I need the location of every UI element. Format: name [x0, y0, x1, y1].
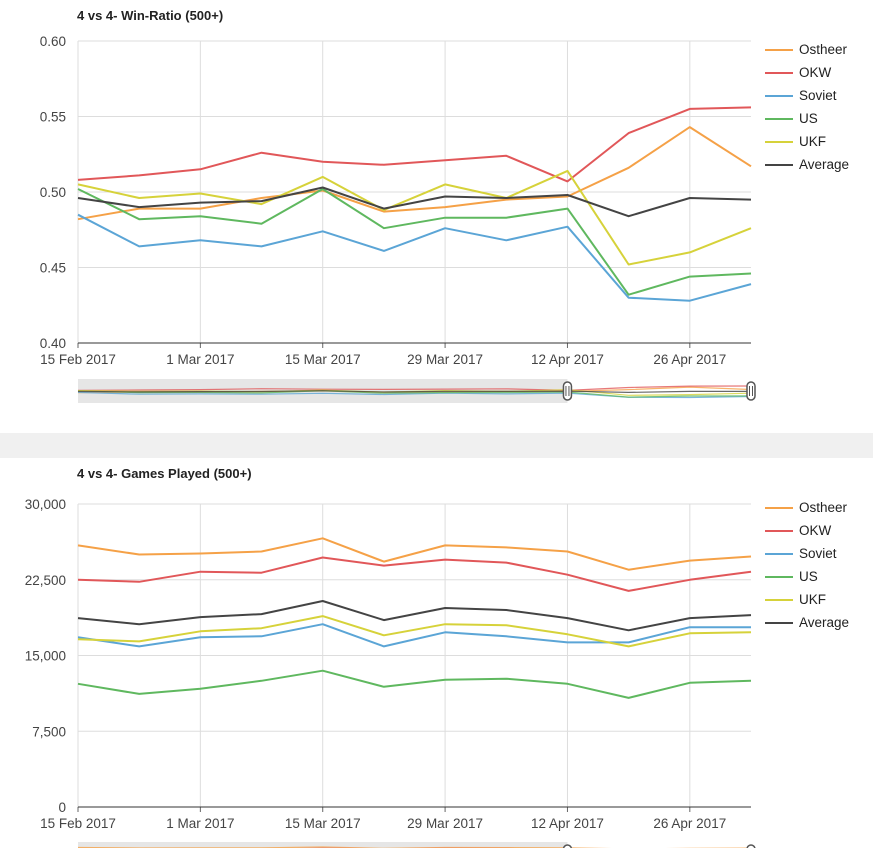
chart-title: 4 vs 4- Games Played (500+)	[77, 466, 252, 481]
series-line-soviet[interactable]	[77, 213, 752, 302]
legend-swatch	[765, 48, 793, 51]
legend-label: Ostheer	[799, 42, 848, 57]
legend-swatch	[765, 94, 793, 97]
legend-swatch	[765, 598, 793, 601]
range-handle[interactable]	[562, 381, 573, 401]
legend-item-average[interactable]: Average	[765, 153, 849, 176]
games-played-plot: 0 7,500 15,000 22,500 30,000 15 Feb 2017 1 Mar…	[25, 497, 756, 848]
games-played-chart-panel: 4 vs 4- Games Played (500+) 0 7,500 15,000…	[0, 458, 873, 848]
win-ratio-plot: 0.40 0.45 0.50 0.55 0.60 15 Feb 2017 1 Mar 201…	[40, 34, 756, 403]
x-tick-label: 15 Feb 2017	[40, 352, 116, 367]
legend-swatch	[765, 117, 793, 120]
win-ratio-legend: Ostheer OKW Soviet US UKF Average	[765, 38, 849, 176]
chart-title: 4 vs 4- Win-Ratio (500+)	[77, 8, 224, 23]
legend-label: UKF	[799, 592, 826, 607]
y-tick-label: 0.55	[40, 110, 66, 125]
legend-item-okw[interactable]: OKW	[765, 519, 849, 542]
legend-item-okw[interactable]: OKW	[765, 61, 849, 84]
range-handle[interactable]	[746, 844, 756, 848]
range-handle[interactable]	[746, 381, 756, 401]
range-handle[interactable]	[562, 844, 573, 848]
series-line-okw[interactable]	[77, 556, 752, 592]
x-tick-label: 12 Apr 2017	[531, 352, 604, 367]
legend-label: Soviet	[799, 88, 837, 103]
y-tick-label: 0.40	[40, 336, 66, 351]
navigator-series-average	[77, 390, 751, 394]
series-line-soviet[interactable]	[77, 623, 751, 648]
series-line-ostheer[interactable]	[77, 126, 752, 221]
series-line-us[interactable]	[77, 188, 752, 296]
y-tick-label: 0.45	[40, 261, 66, 276]
legend-label: US	[799, 569, 818, 584]
x-tick-label: 1 Mar 2017	[166, 352, 234, 367]
x-tick-label: 15 Mar 2017	[285, 816, 361, 831]
series-line-average[interactable]	[77, 600, 752, 632]
legend-swatch	[765, 506, 793, 509]
y-tick-label: 7,500	[32, 724, 66, 739]
legend-label: Average	[799, 157, 850, 172]
range-selection[interactable]	[567, 842, 751, 848]
legend-swatch	[765, 163, 793, 166]
win-ratio-chart-panel: 4 vs 4- Win-Ratio (500+) 0.40 0.45 0.50 0.5…	[0, 0, 873, 433]
x-tick-label: 26 Apr 2017	[653, 352, 726, 367]
games-played-legend: Ostheer OKW Soviet US UKF Average	[765, 496, 849, 634]
legend-label: OKW	[799, 65, 832, 80]
legend-label: Ostheer	[799, 500, 848, 515]
legend-swatch	[765, 140, 793, 143]
x-tick-label: 15 Mar 2017	[285, 352, 361, 367]
y-tick-label: 15,000	[25, 649, 66, 664]
legend-item-ukf[interactable]: UKF	[765, 130, 849, 153]
series-line-ostheer[interactable]	[77, 537, 752, 571]
y-tick-label: 30,000	[25, 497, 66, 512]
legend-item-ostheer[interactable]: Ostheer	[765, 496, 849, 519]
legend-label: US	[799, 111, 818, 126]
legend-item-us[interactable]: US	[765, 565, 849, 588]
legend-label: UKF	[799, 134, 826, 149]
series-line-us[interactable]	[77, 669, 752, 699]
legend-item-us[interactable]: US	[765, 107, 849, 130]
x-tick-label: 29 Mar 2017	[407, 816, 483, 831]
series-line-ukf[interactable]	[77, 615, 752, 648]
navigator-series-okw	[77, 385, 752, 392]
legend-swatch	[765, 575, 793, 578]
x-tick-label: 15 Feb 2017	[40, 816, 116, 831]
series-line-average[interactable]	[77, 186, 752, 218]
x-tick-label: 12 Apr 2017	[531, 816, 604, 831]
legend-item-soviet[interactable]: Soviet	[765, 84, 849, 107]
legend-item-ukf[interactable]: UKF	[765, 588, 849, 611]
navigator-series-us	[77, 390, 752, 398]
y-tick-label: 22,500	[25, 573, 66, 588]
x-tick-label: 26 Apr 2017	[653, 816, 726, 831]
legend-swatch	[765, 529, 793, 532]
range-navigator[interactable]	[78, 842, 751, 848]
legend-label: Average	[799, 615, 850, 630]
x-tick-label: 29 Mar 2017	[407, 352, 483, 367]
legend-item-soviet[interactable]: Soviet	[765, 542, 849, 565]
legend-item-average[interactable]: Average	[765, 611, 849, 634]
series-line-ukf[interactable]	[77, 169, 752, 266]
series-line-okw[interactable]	[77, 106, 752, 183]
y-tick-label: 0.60	[40, 34, 66, 49]
x-tick-label: 1 Mar 2017	[166, 816, 234, 831]
y-tick-label: 0	[58, 800, 66, 815]
legend-swatch	[765, 71, 793, 74]
legend-item-ostheer[interactable]: Ostheer	[765, 38, 849, 61]
legend-label: Soviet	[799, 546, 837, 561]
legend-swatch	[765, 621, 793, 624]
legend-swatch	[765, 552, 793, 555]
y-tick-label: 0.50	[40, 185, 66, 200]
legend-label: OKW	[799, 523, 832, 538]
